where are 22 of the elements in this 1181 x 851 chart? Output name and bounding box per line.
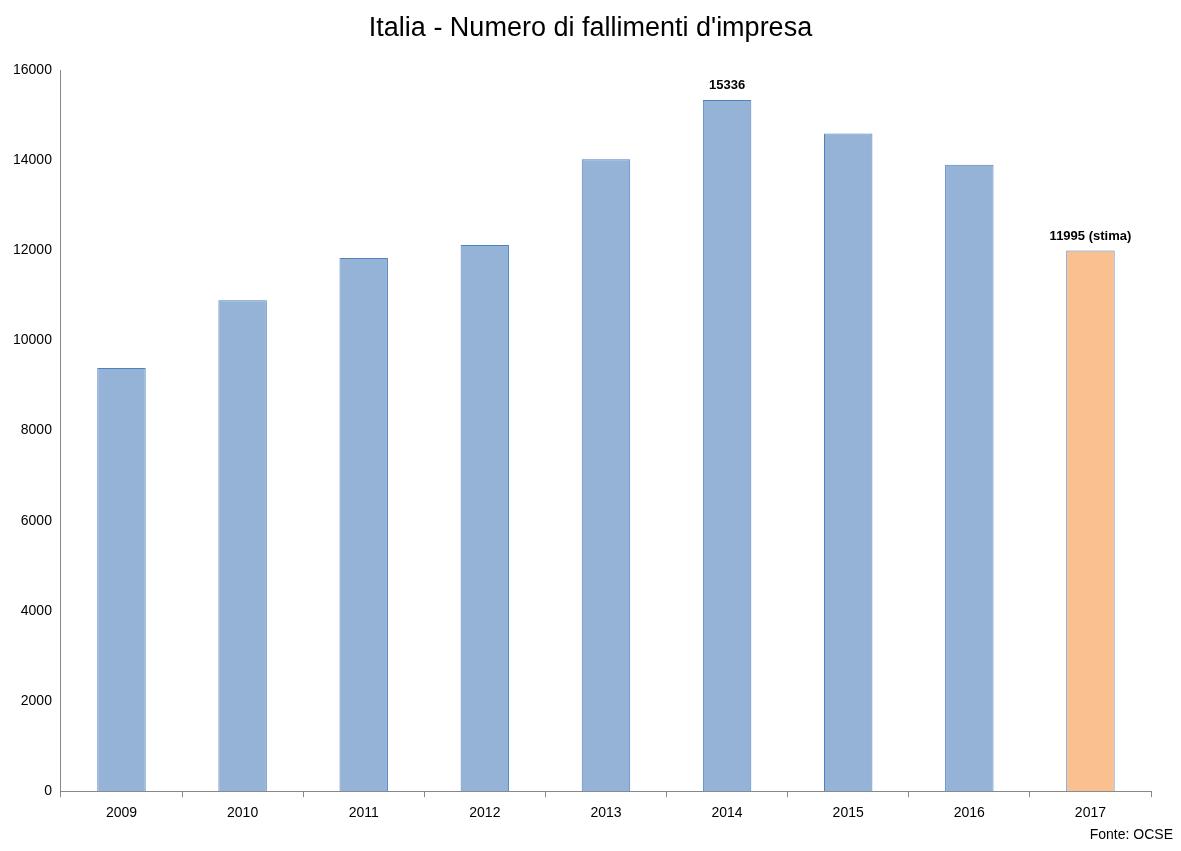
y-tick-label: 0 (44, 782, 53, 799)
y-tick-label: 16000 (12, 60, 53, 77)
x-tick-label: 2012 (469, 804, 501, 821)
x-tick-label: 2013 (590, 804, 622, 821)
chart-title: Italia - Numero di fallimenti d'impresa (367, 12, 814, 43)
x-tick-label: 2015 (832, 804, 864, 821)
y-tick-label: 12000 (12, 241, 53, 258)
x-tick-label: 2011 (348, 804, 379, 821)
data-label: 15336 (709, 77, 746, 93)
x-tick-label: 2017 (1074, 804, 1107, 821)
x-tick-label: 2014 (711, 804, 743, 821)
x-tick-label: 2016 (953, 804, 986, 821)
y-tick-label: 10000 (12, 331, 53, 348)
y-tick-label: 2000 (20, 691, 53, 708)
y-tick-label: 8000 (20, 421, 53, 438)
y-tick-label: 4000 (20, 601, 53, 618)
y-tick-label: 6000 (20, 511, 53, 528)
x-tick-label: 2009 (105, 804, 138, 821)
x-tick-label: 2010 (227, 804, 259, 821)
source-note: Fonte: OCSE (1089, 826, 1173, 842)
y-tick-label: 14000 (12, 151, 53, 168)
data-label: 11995 (stima) (1049, 227, 1132, 243)
